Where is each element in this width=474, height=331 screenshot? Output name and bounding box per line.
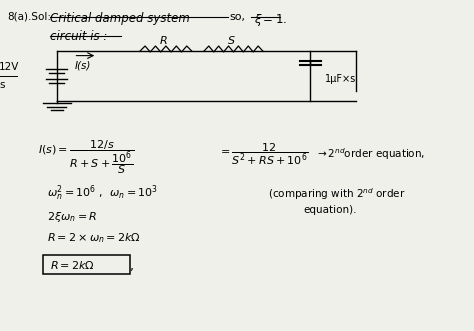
Text: circuit is :-: circuit is :- [50,30,111,43]
Text: I(s): I(s) [75,60,91,70]
Text: s: s [0,80,5,90]
Text: 12V: 12V [0,62,19,72]
Text: Critical damped system: Critical damped system [50,12,190,24]
Text: so,: so, [230,12,246,22]
Text: equation).: equation). [303,205,357,215]
Text: ,: , [130,260,134,273]
Text: R: R [160,36,167,46]
Text: $I(s) = \dfrac{12/s}{R+S+\dfrac{10^6}{S}}$: $I(s) = \dfrac{12/s}{R+S+\dfrac{10^6}{S}… [38,138,134,176]
Text: 1μF×s: 1μF×s [325,74,356,84]
Text: $\rightarrow 2^{nd}$order equation,: $\rightarrow 2^{nd}$order equation, [315,146,426,162]
Text: $R = 2\times\omega_n = 2k\Omega$: $R = 2\times\omega_n = 2k\Omega$ [47,231,141,245]
Text: $\omega_n^2 = 10^6$ ,  $\omega_n = 10^3$: $\omega_n^2 = 10^6$ , $\omega_n = 10^3$ [47,184,158,204]
Text: (comparing with 2$^{nd}$ order: (comparing with 2$^{nd}$ order [268,186,405,202]
Text: S: S [228,36,235,46]
Text: $= \dfrac{12}{S^2+RS+10^6}$: $= \dfrac{12}{S^2+RS+10^6}$ [218,141,309,166]
Text: $2\xi\omega_n = R$: $2\xi\omega_n = R$ [47,210,98,224]
Text: $\xi=1.$: $\xi=1.$ [254,12,287,27]
Text: 8(a).Sol:: 8(a).Sol: [7,12,51,22]
Text: $R = 2k\Omega$: $R = 2k\Omega$ [50,259,95,271]
